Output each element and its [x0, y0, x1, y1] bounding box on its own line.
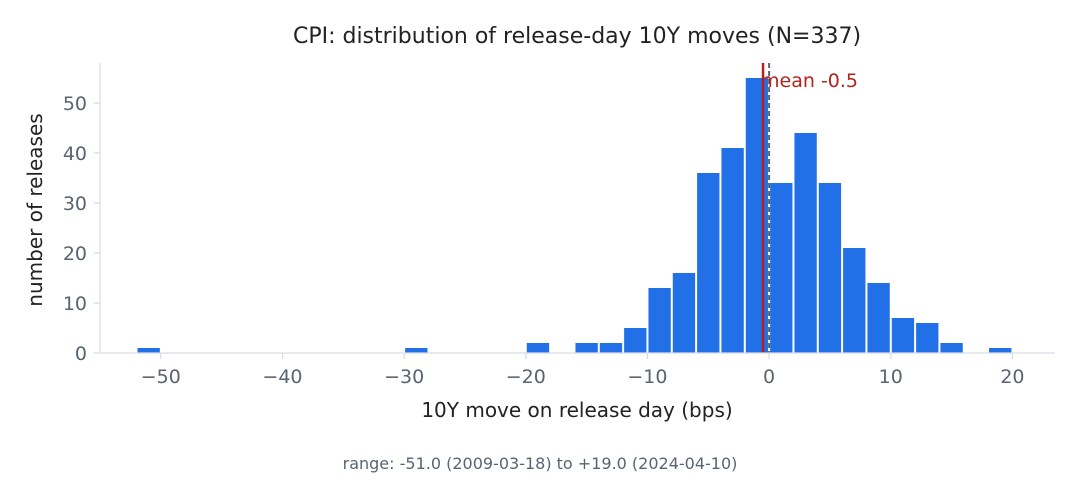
histogram-bar-8	[697, 173, 720, 353]
reference-lines: mean -0.5	[761, 63, 858, 353]
histogram-bar-14	[843, 248, 866, 353]
plot-area: mean -0.5 −50 −40 −30 −20 −10 0 10 20 0 10 20 30 40…	[63, 63, 1055, 388]
x-tick-label: −50	[141, 366, 181, 388]
y-tick-label: 0	[75, 343, 87, 365]
y-tick-label: 30	[63, 193, 87, 215]
histogram-bar-19	[989, 348, 1012, 353]
histogram-bar-6	[648, 288, 671, 353]
mean-label: mean -0.5	[761, 70, 858, 92]
histogram-bar-7	[672, 273, 696, 353]
histogram-bar-3	[575, 343, 598, 353]
histogram-bar-5	[624, 328, 647, 353]
x-tick-label: −30	[384, 366, 424, 388]
histogram-bars	[137, 78, 1012, 353]
histogram-bar-17	[916, 323, 939, 353]
x-axis-ticks: −50 −40 −30 −20 −10 0 10 20	[141, 353, 1025, 388]
y-tick-label: 10	[63, 293, 87, 315]
x-tick-label: 0	[763, 366, 775, 388]
histogram-bar-13	[818, 183, 842, 353]
histogram-bar-18	[940, 343, 963, 353]
histogram-bar-16	[891, 318, 915, 353]
y-tick-label: 40	[63, 143, 87, 165]
histogram-bar-12	[794, 133, 817, 353]
histogram-bar-11	[770, 183, 793, 353]
x-tick-label: −10	[627, 366, 667, 388]
histogram-bar-9	[721, 148, 744, 353]
x-tick-label: 10	[879, 366, 903, 388]
y-axis-label: number of releases	[23, 113, 47, 306]
y-tick-label: 20	[63, 243, 87, 265]
x-axis-label: 10Y move on release day (bps)	[421, 398, 732, 422]
histogram-bar-10	[745, 78, 769, 353]
histogram-bar-4	[599, 343, 623, 353]
histogram-bar-2	[526, 343, 550, 353]
range-footnote: range: -51.0 (2009-03-18) to +19.0 (2024…	[343, 454, 738, 473]
y-axis-ticks: 0 10 20 30 40 50	[63, 93, 100, 365]
histogram-bar-0	[137, 348, 160, 353]
histogram-bar-1	[405, 348, 428, 353]
x-tick-label: −20	[506, 366, 546, 388]
y-tick-label: 50	[63, 93, 87, 115]
x-tick-label: 20	[1000, 366, 1024, 388]
histogram-bar-15	[867, 283, 890, 353]
x-tick-label: −40	[262, 366, 302, 388]
chart-title: CPI: distribution of release-day 10Y mov…	[293, 24, 861, 49]
